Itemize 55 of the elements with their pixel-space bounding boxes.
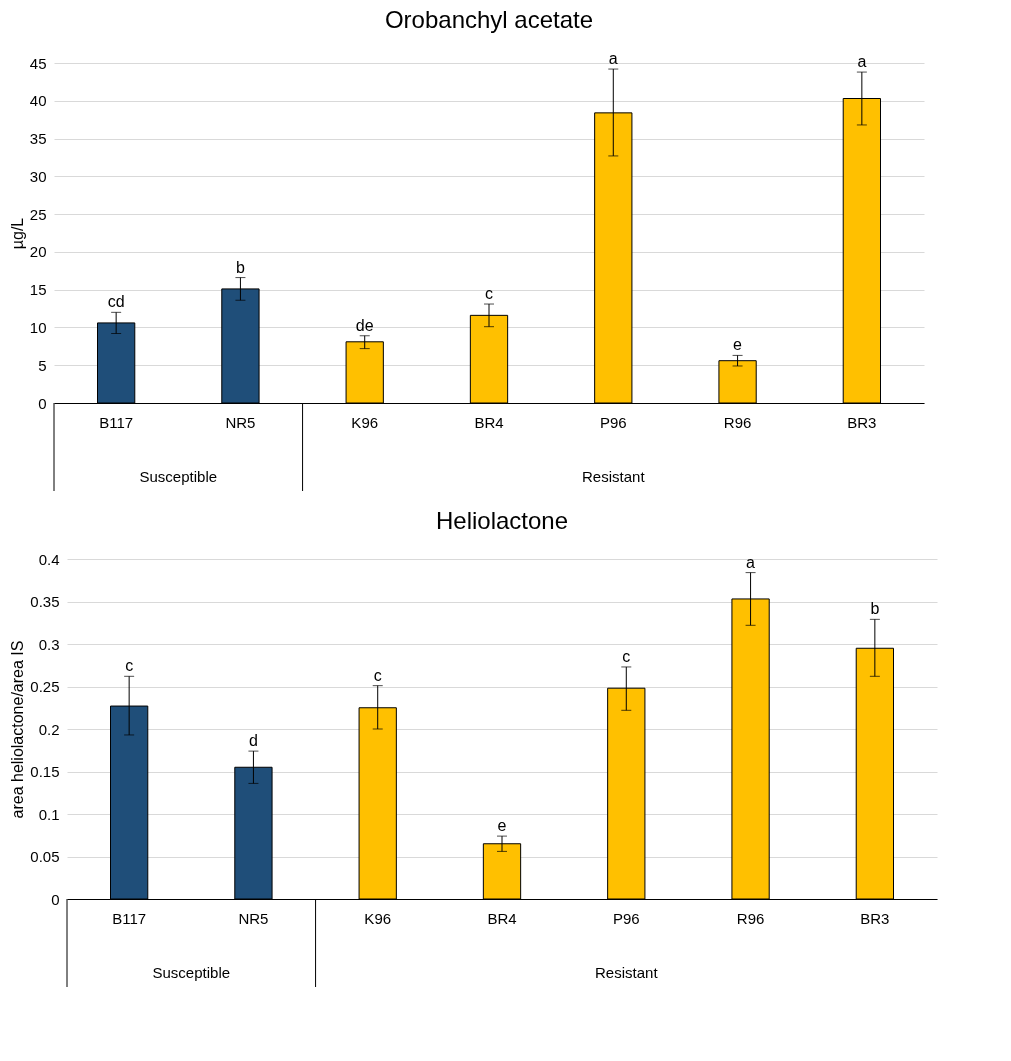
y-tick-label: 15 [29,281,47,299]
x-tick-label: R96 [723,413,752,431]
y-tick-label: 0.25 [30,678,60,695]
x-tick-label: K96 [351,413,379,431]
y-tick-label: 0.1 [38,805,60,823]
x-tick-label: K96 [364,909,392,927]
y-tick-label: 25 [29,205,47,223]
y-tick-label: 0.2 [38,720,60,738]
y-tick-label: 10 [29,318,47,336]
x-tick-label: NR5 [225,413,256,431]
y-tick-label: 0.3 [38,635,60,653]
annotation: c [622,647,631,665]
y-axis-title: µg/L [8,217,26,250]
y-tick-label: 0.4 [38,550,60,568]
x-tick-label: P96 [599,413,627,431]
chart-title: Orobanchyl acetate [384,6,594,34]
annotation: c [485,285,493,303]
y-tick-label: 0 [51,890,60,908]
annotation: a [857,53,867,71]
text: Susceptible [152,964,231,981]
annotation: e [497,817,507,835]
annotation: b [870,600,880,618]
annotation: d [248,732,258,750]
x-tick-label: BR4 [487,909,517,927]
text: Resistant [595,964,659,981]
annotation: cd [107,293,125,311]
y-tick-label: 35 [29,130,47,148]
x-tick-label: BR3 [847,413,877,431]
annotation: a [746,553,756,571]
annotation: c [373,666,382,684]
annotation: e [733,336,743,354]
y-tick-label: 5 [38,356,47,374]
text: Susceptible [139,468,218,485]
y-axis-title: area heliolactone/area IS [9,640,27,819]
annotation: a [608,50,618,68]
y-tick-label: 30 [29,167,47,185]
chart-title: Heliolactone [435,507,569,534]
annotation: c [125,657,134,675]
x-tick-label: P96 [612,909,640,927]
x-tick-label: B117 [99,413,134,431]
annotation: de [355,316,374,334]
y-tick-label: 0 [38,394,47,412]
y-tick-label: 45 [29,54,47,72]
x-tick-label: NR5 [238,909,269,927]
text: Resistant [582,468,646,485]
y-tick-label: 40 [29,92,47,110]
x-tick-label: B117 [112,909,147,927]
y-tick-label: 20 [29,243,47,261]
y-tick-label: 0.05 [30,848,60,865]
x-tick-label: BR3 [860,909,890,927]
y-tick-label: 0.35 [30,593,60,610]
x-tick-label: BR4 [474,413,504,431]
x-tick-label: R96 [736,909,765,927]
annotation: b [235,258,245,276]
y-tick-label: 0.15 [30,763,60,780]
